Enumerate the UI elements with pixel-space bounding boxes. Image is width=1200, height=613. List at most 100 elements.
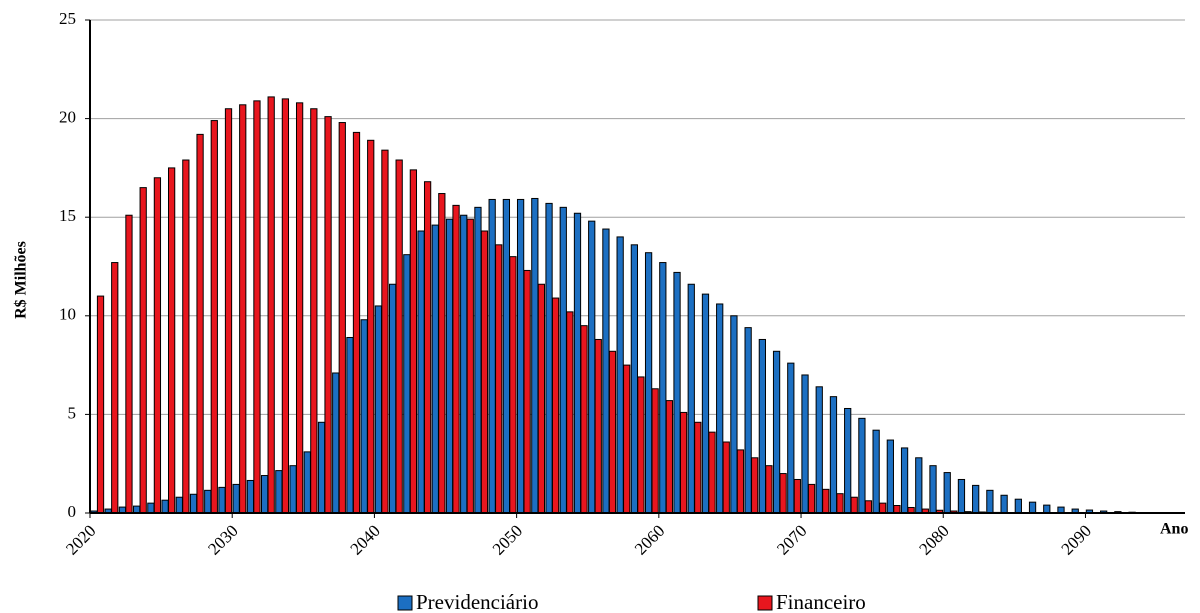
bar [488, 198, 496, 514]
x-tick-label: 2060 [631, 521, 668, 558]
bar [545, 202, 553, 514]
bar [594, 338, 602, 514]
bar [1043, 504, 1051, 514]
bar [289, 465, 297, 514]
bar [438, 193, 446, 514]
bar [239, 104, 247, 514]
bar [431, 224, 439, 514]
bar [872, 429, 880, 514]
bar [423, 181, 432, 514]
x-tick-label: 2020 [62, 521, 99, 558]
bar [275, 470, 283, 514]
bar [836, 493, 844, 514]
bar [602, 228, 610, 514]
bar [516, 198, 525, 514]
y-tick-label: 0 [68, 502, 77, 521]
legend-label: Financeiro [776, 590, 866, 613]
bar [175, 496, 183, 514]
bar [573, 212, 582, 514]
bar [637, 376, 645, 514]
bar [153, 177, 162, 514]
bar [559, 206, 567, 514]
bar [417, 230, 425, 514]
bar [303, 451, 311, 514]
x-tick-label: 2090 [1058, 521, 1095, 558]
bar [957, 478, 966, 514]
bar [267, 96, 275, 514]
bar [566, 311, 574, 514]
bar [189, 493, 198, 514]
bar [730, 315, 738, 514]
bar [224, 108, 233, 514]
bar [986, 489, 994, 514]
bar [253, 100, 261, 514]
bar [367, 139, 375, 514]
y-tick-label: 25 [59, 9, 76, 28]
bar [850, 496, 858, 514]
y-tick-label: 15 [59, 206, 76, 225]
bar [829, 396, 838, 514]
bar [204, 489, 212, 514]
y-tick-label: 5 [68, 403, 77, 422]
bar [360, 319, 368, 514]
bar [295, 102, 304, 514]
bar [403, 254, 411, 514]
bar [480, 230, 489, 514]
bar [551, 297, 560, 514]
legend-label: Previdenciário [416, 590, 538, 613]
bar [744, 327, 752, 514]
bar [815, 386, 823, 514]
bar [673, 271, 681, 514]
bar [161, 499, 169, 514]
bar [324, 116, 332, 514]
bar [537, 283, 545, 514]
bar [96, 295, 105, 514]
bar [736, 449, 745, 514]
bar [793, 478, 801, 514]
bar [722, 441, 730, 514]
bar [346, 336, 354, 514]
bar [879, 502, 887, 514]
x-tick-label: 2030 [204, 521, 241, 558]
bar [261, 475, 269, 514]
bar [388, 283, 397, 514]
legend-swatch [757, 595, 773, 611]
bar [929, 465, 937, 514]
bar [608, 350, 617, 514]
bar [232, 483, 240, 514]
bar [716, 303, 724, 514]
bar [644, 252, 653, 514]
bar [531, 197, 539, 514]
bar [807, 483, 816, 514]
x-tick-label: 2070 [773, 521, 810, 558]
bar [772, 350, 781, 514]
bar [630, 244, 639, 514]
bar [616, 236, 624, 514]
x-tick-label: 2080 [915, 521, 952, 558]
bar [900, 447, 909, 514]
bar [758, 338, 766, 514]
x-tick-label: 2050 [489, 521, 526, 558]
bar [246, 479, 255, 514]
bar [452, 204, 460, 514]
bar [381, 149, 389, 514]
bar [210, 120, 218, 514]
bar [182, 159, 190, 514]
bar [1028, 501, 1037, 514]
bar [395, 159, 403, 514]
bar [844, 407, 852, 514]
bar [523, 269, 531, 514]
bar [317, 421, 326, 514]
bar [133, 505, 141, 514]
bar [167, 167, 176, 514]
bar [694, 421, 702, 514]
bar [1000, 494, 1008, 514]
bar [139, 187, 147, 514]
bar [409, 169, 418, 514]
bar [111, 262, 119, 514]
bar [787, 362, 795, 514]
bar [893, 505, 901, 514]
bar [779, 473, 787, 514]
bar [659, 262, 667, 514]
